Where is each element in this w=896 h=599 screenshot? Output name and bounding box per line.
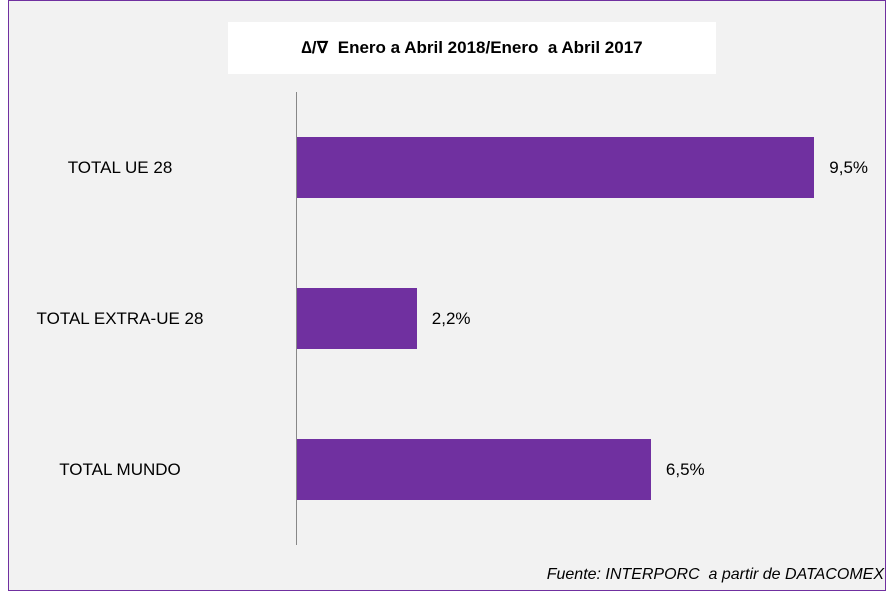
chart-title: ∆/∇ Enero a Abril 2018/Enero a Abril 201… — [228, 22, 716, 74]
category-label: TOTAL EXTRA-UE 28 — [36, 308, 204, 328]
bar — [297, 439, 651, 500]
category-label: TOTAL MUNDO — [59, 459, 181, 479]
bar — [297, 288, 417, 349]
value-label: 2,2% — [431, 308, 471, 328]
source-note: Fuente: INTERPORC a partir de DATACOMEX — [546, 566, 884, 583]
value-label: 6,5% — [665, 459, 705, 479]
category-label: TOTAL UE 28 — [67, 157, 173, 177]
category-axis — [296, 92, 297, 545]
value-label: 9,5% — [829, 157, 869, 177]
chart-frame — [8, 0, 886, 591]
bar — [297, 137, 815, 198]
